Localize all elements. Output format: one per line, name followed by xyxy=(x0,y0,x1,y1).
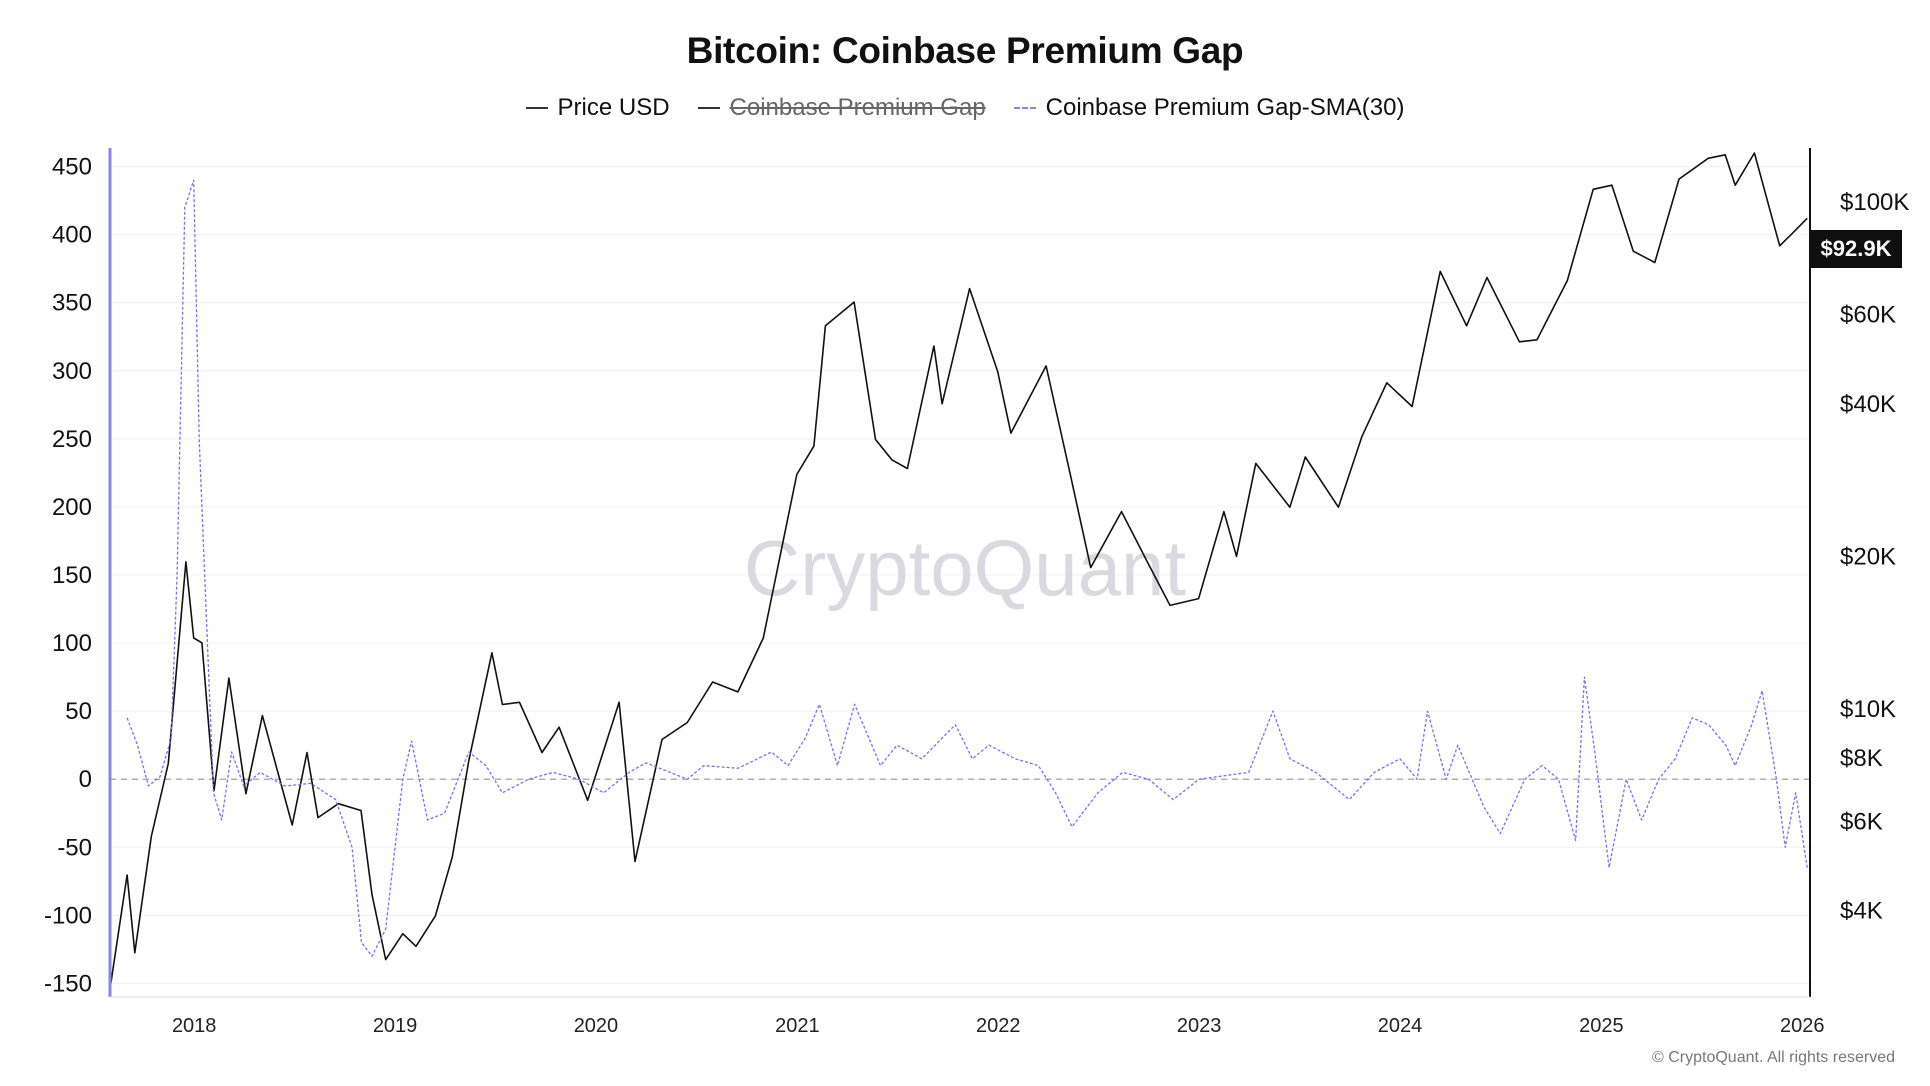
legend: Price USD Coinbase Premium Gap Coinbase … xyxy=(0,94,1930,122)
right-axis-ticks: $100K$80K$60K$40K$20K$10K$8K$6K$4K xyxy=(1840,189,1909,924)
chart-title: Bitcoin: Coinbase Premium Gap xyxy=(686,30,1244,71)
right-tick-label: $60K xyxy=(1840,302,1896,329)
right-tick-label: $6K xyxy=(1840,808,1883,835)
legend-item-price-usd[interactable]: Price USD xyxy=(525,94,670,122)
left-tick-label: -50 xyxy=(57,834,92,861)
left-tick-label: 350 xyxy=(52,290,92,317)
legend-item-premium-gap-sma[interactable]: Coinbase Premium Gap-SMA(30) xyxy=(1013,94,1405,122)
right-tick-label: $8K xyxy=(1840,745,1883,772)
x-tick-label: 2026 xyxy=(1780,1015,1825,1037)
copyright-notice: © CryptoQuant. All rights reserved xyxy=(1652,1049,1895,1066)
grid-lines xyxy=(110,166,1810,984)
legend-label-sma: Coinbase Premium Gap-SMA(30) xyxy=(1045,94,1405,121)
current-price-badge: $92.9K xyxy=(1810,230,1902,268)
left-tick-label: -100 xyxy=(44,902,92,929)
legend-label-premium-gap: Coinbase Premium Gap xyxy=(729,94,986,121)
series-price-usd-line xyxy=(109,152,1808,990)
x-axis-ticks: 2018 2019 2020 2021 2022 2023 2024 2025 2026 xyxy=(172,1015,1825,1037)
series-layer xyxy=(109,152,1808,990)
left-tick-label: 0 xyxy=(79,766,92,793)
x-tick-label: 2023 xyxy=(1177,1015,1222,1037)
left-tick-label: 300 xyxy=(52,358,92,385)
watermark: CryptoQuant xyxy=(744,524,1187,612)
right-tick-label: $4K xyxy=(1840,898,1883,925)
x-tick-label: 2018 xyxy=(172,1015,217,1037)
right-tick-label: $40K xyxy=(1840,391,1896,418)
left-tick-label: 250 xyxy=(52,426,92,453)
legend-swatch-premium-gap xyxy=(697,107,720,109)
left-tick-label: 100 xyxy=(52,630,92,657)
left-tick-label: 50 xyxy=(65,698,92,725)
legend-item-premium-gap[interactable]: Coinbase Premium Gap xyxy=(697,94,986,122)
x-tick-label: 2024 xyxy=(1378,1015,1423,1037)
legend-swatch-sma xyxy=(1013,107,1036,109)
left-axis-ticks: 450 400 350 300 250 200 150 100 50 0 -50 -100 -150 xyxy=(44,154,92,998)
x-tick-label: 2021 xyxy=(775,1015,820,1037)
left-tick-label: -150 xyxy=(44,970,92,997)
right-tick-label: $10K xyxy=(1840,696,1896,723)
legend-label-price: Price USD xyxy=(557,94,670,121)
x-tick-label: 2019 xyxy=(373,1015,418,1037)
left-tick-label: 450 xyxy=(52,154,92,181)
x-tick-label: 2020 xyxy=(574,1015,619,1037)
left-tick-label: 400 xyxy=(52,222,92,249)
left-tick-label: 200 xyxy=(52,494,92,521)
right-tick-label: $20K xyxy=(1840,543,1896,570)
right-tick-label: $100K xyxy=(1840,189,1909,216)
legend-swatch-price xyxy=(525,107,548,109)
x-tick-label: 2025 xyxy=(1579,1015,1624,1037)
left-tick-label: 150 xyxy=(52,562,92,589)
x-tick-label: 2022 xyxy=(976,1015,1021,1037)
